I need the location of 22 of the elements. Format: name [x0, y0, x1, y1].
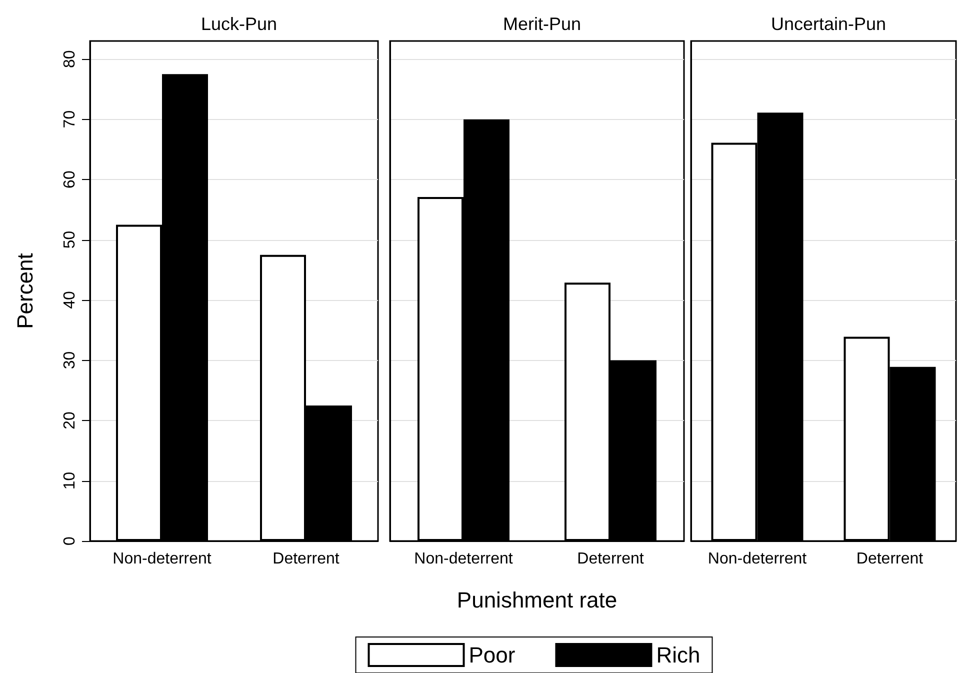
x-tick-label: Deterrent [577, 550, 644, 568]
x-axis-title: Punishment rate [456, 588, 618, 612]
y-tick-label: 20 [62, 412, 78, 430]
y-axis-title: Percent [12, 253, 38, 329]
x-tick-label: Non-deterrent [414, 550, 514, 568]
y-tick-label: 30 [62, 351, 78, 370]
chart-title: Uncertain-Pun [770, 14, 886, 34]
y-tick-label: 0 [62, 536, 78, 546]
x-tick-label: Non-deterrent [112, 550, 212, 568]
y-tick-label: 50 [62, 230, 78, 249]
chart-title: Merit-Pun [502, 14, 582, 34]
y-tick-label: 70 [62, 110, 78, 128]
y-tick-label: 60 [62, 170, 78, 188]
x-tick-label: Deterrent [856, 550, 924, 568]
x-tick-label: Non-deterrent [708, 550, 808, 568]
legend-label: Rich [656, 642, 700, 668]
x-tick-label: Deterrent [272, 550, 340, 568]
y-tick-label: 10 [62, 472, 78, 490]
y-tick-label: 40 [62, 291, 78, 309]
chart-title: Luck-Pun [200, 14, 278, 34]
y-tick-label: 80 [62, 50, 78, 68]
legend-label: Poor [468, 642, 516, 668]
